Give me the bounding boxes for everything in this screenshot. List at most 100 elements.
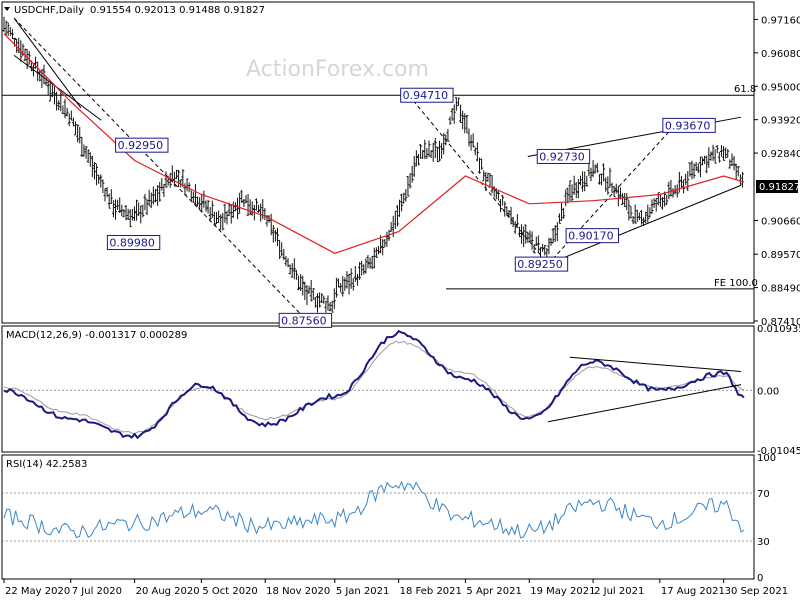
price-tick-label: 0.88490 xyxy=(761,284,800,295)
annotation-label: 0.89250 xyxy=(517,258,563,271)
price-bar xyxy=(301,275,305,296)
price-bar xyxy=(309,280,313,302)
price-bar xyxy=(416,154,420,166)
price-bar xyxy=(477,157,481,174)
price-bar xyxy=(713,149,717,164)
price-bar xyxy=(63,98,67,119)
price-bar xyxy=(214,212,218,225)
macd-tick-label: 0.010935 xyxy=(757,324,800,335)
price-bar xyxy=(484,172,488,192)
trendline-upper-early xyxy=(13,17,82,109)
price-bar xyxy=(328,301,332,312)
annotation-box: 0.89250 xyxy=(514,256,569,272)
price-bar xyxy=(88,152,92,167)
price-bar xyxy=(324,300,328,313)
price-bar xyxy=(639,209,643,225)
price-bar xyxy=(351,278,355,291)
price-bar xyxy=(109,189,113,204)
price-bar xyxy=(34,56,38,69)
annotation-label: 0.87560 xyxy=(281,314,327,327)
price-bar xyxy=(686,171,690,192)
price-bar xyxy=(147,189,151,206)
price-bar xyxy=(690,160,694,180)
price-bar xyxy=(101,179,105,194)
price-bar xyxy=(231,201,235,219)
price-bar xyxy=(313,296,317,308)
price-bar xyxy=(667,181,671,200)
price-bar xyxy=(501,195,505,206)
price-bar xyxy=(414,150,418,167)
price-bar xyxy=(191,191,195,204)
price-bar xyxy=(696,163,700,174)
rsi-line-path xyxy=(3,480,745,539)
price-bar xyxy=(364,258,368,274)
price-bar xyxy=(78,126,82,144)
price-bar xyxy=(618,187,622,200)
price-bar xyxy=(128,209,132,228)
price-bar xyxy=(522,226,526,248)
price-bar xyxy=(153,189,157,203)
price-bar xyxy=(404,188,408,202)
price-bar xyxy=(92,162,96,180)
price-bar xyxy=(330,300,334,313)
annotation-box: 0.92950 xyxy=(115,137,169,153)
price-bar xyxy=(486,172,490,182)
price-bar xyxy=(254,198,258,211)
price-bar xyxy=(303,281,307,301)
price-bar xyxy=(722,146,726,161)
price-bar xyxy=(574,182,578,199)
price-bar xyxy=(642,217,646,226)
price-bar xyxy=(299,274,303,292)
price-bar xyxy=(600,173,604,186)
price-bar xyxy=(332,288,336,310)
price-bar xyxy=(402,192,406,204)
price-bar xyxy=(400,193,404,212)
price-bar xyxy=(145,199,149,216)
price-bar xyxy=(461,110,465,130)
price-bar xyxy=(141,204,145,218)
price-bar xyxy=(366,255,370,269)
price-bar xyxy=(459,104,463,124)
price-bar xyxy=(97,174,101,184)
price-bar xyxy=(570,184,574,202)
price-bar xyxy=(688,162,692,177)
price-bar xyxy=(267,215,271,223)
price-bar xyxy=(368,257,372,269)
price-bar xyxy=(654,197,658,212)
price-bar xyxy=(248,199,252,215)
price-bar xyxy=(585,175,589,187)
price-bar xyxy=(10,29,14,40)
macd-tick-label: 0.00 xyxy=(757,386,779,397)
price-bar xyxy=(355,273,359,286)
price-bar xyxy=(637,212,641,221)
channel-lower-line xyxy=(547,184,742,265)
price-bar xyxy=(353,266,357,282)
price-bar xyxy=(646,204,650,223)
x-tick-label: 7 Jul 2020 xyxy=(72,586,122,597)
price-tick-label: 0.96080 xyxy=(761,49,800,60)
price-bar xyxy=(151,186,155,205)
price-bar xyxy=(732,155,736,171)
price-bar xyxy=(67,113,71,127)
price-bar xyxy=(288,264,292,275)
price-bar xyxy=(59,91,63,112)
price-bar xyxy=(576,179,580,199)
price-bar xyxy=(116,199,120,210)
price-bar xyxy=(490,175,494,194)
price-bar xyxy=(679,176,683,188)
price-bar xyxy=(707,147,711,168)
price-bar xyxy=(225,211,229,225)
price-bar xyxy=(372,247,376,269)
price-bar xyxy=(343,277,347,291)
x-tick-label: 18 Nov 2020 xyxy=(266,586,330,597)
dropdown-triangle-icon[interactable] xyxy=(4,7,10,11)
price-bar xyxy=(322,295,326,304)
annotation-label: 0.93670 xyxy=(665,119,711,132)
price-bar xyxy=(82,144,86,157)
price-bar xyxy=(513,221,517,234)
price-bar xyxy=(408,173,412,189)
price-bar xyxy=(709,151,713,161)
price-bar xyxy=(684,173,688,186)
price-bar xyxy=(717,151,721,163)
